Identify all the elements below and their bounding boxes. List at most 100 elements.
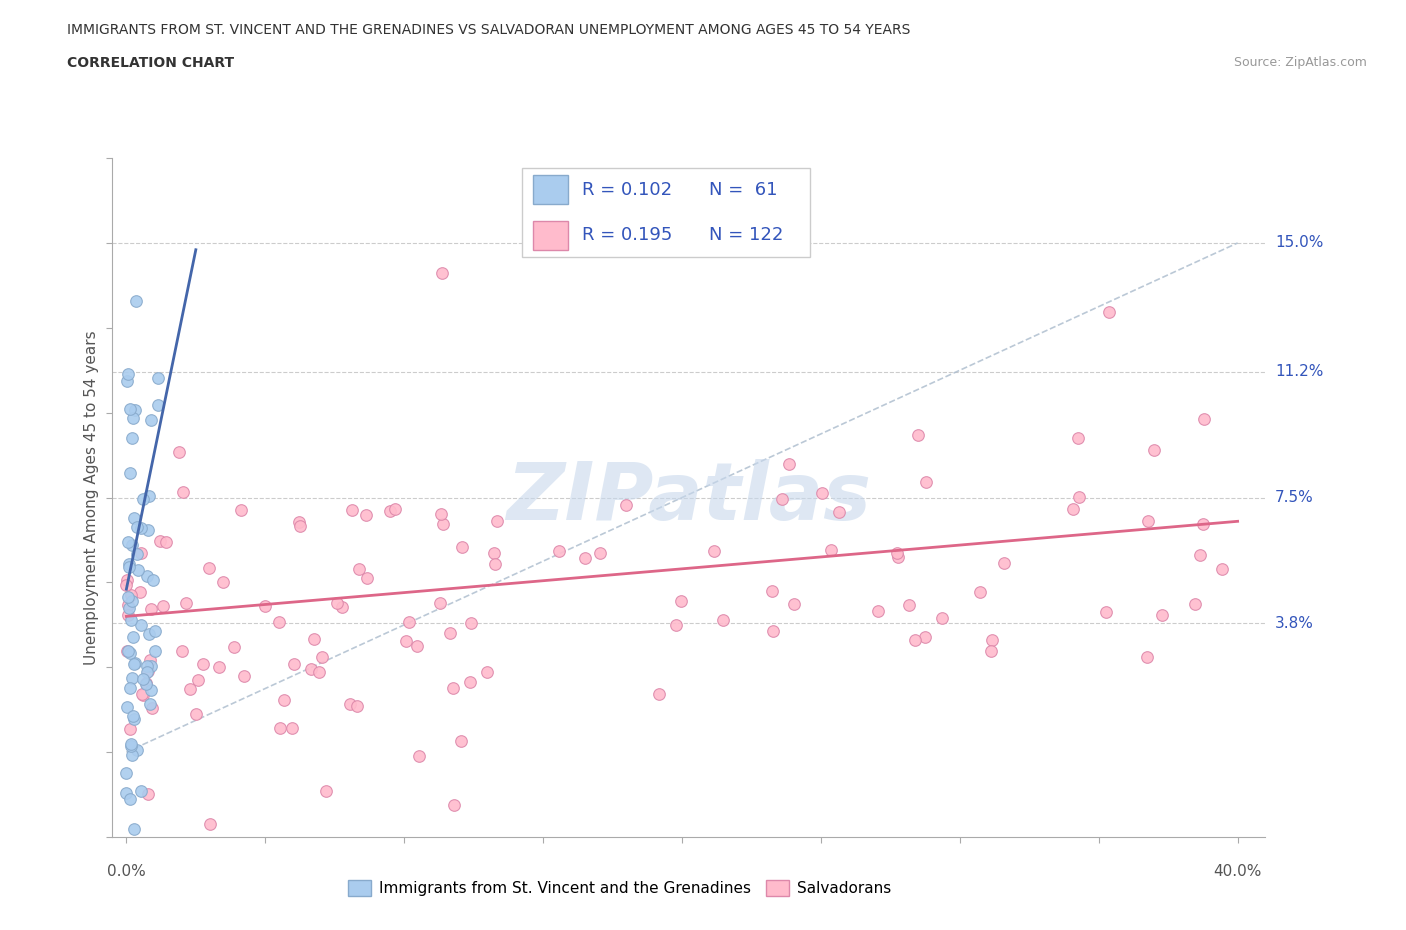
Point: [1192, 517, 1215, 532]
Point: [346, 698, 368, 713]
Point: [574, 550, 596, 565]
Point: [406, 638, 429, 653]
Point: [866, 604, 889, 618]
Point: [191, 657, 214, 671]
Point: [122, 711, 145, 726]
Point: [233, 669, 256, 684]
Point: [408, 749, 430, 764]
Point: [186, 672, 208, 687]
Point: [118, 791, 141, 806]
Point: [121, 538, 143, 552]
Point: [124, 656, 146, 671]
Point: [139, 683, 162, 698]
Point: [1211, 562, 1233, 577]
Point: [384, 502, 406, 517]
Point: [1095, 604, 1118, 619]
Point: [548, 544, 571, 559]
Point: [139, 658, 162, 673]
Point: [269, 614, 291, 629]
Point: [288, 515, 311, 530]
Point: [115, 578, 138, 592]
Point: [132, 671, 155, 686]
Point: [969, 585, 991, 600]
Point: [1188, 548, 1211, 563]
Point: [395, 633, 418, 648]
Point: [184, 707, 207, 722]
Point: [1137, 513, 1160, 528]
Point: [1067, 489, 1090, 504]
Point: [326, 596, 349, 611]
Point: [135, 658, 157, 673]
Point: [142, 573, 165, 588]
Point: [155, 535, 177, 550]
Point: [703, 544, 725, 559]
Point: [136, 664, 159, 679]
Text: N =  61: N = 61: [709, 180, 778, 199]
Point: [127, 563, 149, 578]
Point: [117, 535, 139, 550]
Point: [118, 402, 141, 417]
Point: [118, 465, 141, 480]
Point: [135, 568, 157, 583]
Point: [993, 555, 1015, 570]
Point: [135, 676, 157, 691]
Point: [125, 519, 148, 534]
Point: [669, 593, 692, 608]
Point: [120, 588, 142, 603]
Point: [810, 485, 832, 500]
Legend: Immigrants from St. Vincent and the Grenadines, Salvadorans: Immigrants from St. Vincent and the Gren…: [340, 872, 898, 904]
Point: [138, 488, 160, 503]
Point: [115, 700, 138, 715]
Point: [115, 765, 138, 780]
Point: [146, 398, 169, 413]
Point: [443, 797, 465, 812]
Point: [127, 742, 149, 757]
Point: [450, 734, 472, 749]
Point: [117, 644, 139, 658]
Point: [330, 600, 353, 615]
Point: [208, 659, 231, 674]
Point: [198, 817, 221, 831]
Point: [339, 697, 361, 711]
Point: [475, 665, 498, 680]
Point: [174, 596, 197, 611]
Point: [648, 686, 671, 701]
Point: [135, 664, 157, 679]
Point: [770, 492, 793, 507]
Point: [356, 571, 378, 586]
Point: [132, 492, 155, 507]
Point: [340, 502, 363, 517]
Text: ZIPatlas: ZIPatlas: [506, 458, 872, 537]
Point: [124, 402, 146, 417]
Text: 11.2%: 11.2%: [1275, 365, 1323, 379]
Point: [762, 623, 785, 638]
Point: [139, 887, 162, 902]
Point: [136, 787, 159, 802]
Point: [120, 870, 142, 884]
Text: 40.0%: 40.0%: [1213, 864, 1261, 879]
Point: [115, 374, 138, 389]
Point: [129, 584, 152, 599]
Point: [269, 720, 291, 735]
Point: [117, 590, 139, 604]
Point: [588, 546, 610, 561]
Point: [1150, 607, 1173, 622]
Point: [117, 608, 139, 623]
Point: [117, 598, 139, 613]
Point: [398, 615, 420, 630]
Point: [914, 630, 936, 644]
Point: [122, 708, 145, 723]
Point: [665, 618, 688, 632]
Point: [129, 784, 152, 799]
Point: [121, 671, 143, 685]
Point: [125, 546, 148, 561]
Point: [354, 508, 377, 523]
Point: [117, 556, 139, 571]
Point: [121, 630, 143, 644]
Point: [430, 507, 453, 522]
Point: [120, 613, 142, 628]
Point: [1067, 431, 1090, 445]
Point: [143, 624, 166, 639]
Point: [139, 653, 162, 668]
Point: [143, 644, 166, 658]
